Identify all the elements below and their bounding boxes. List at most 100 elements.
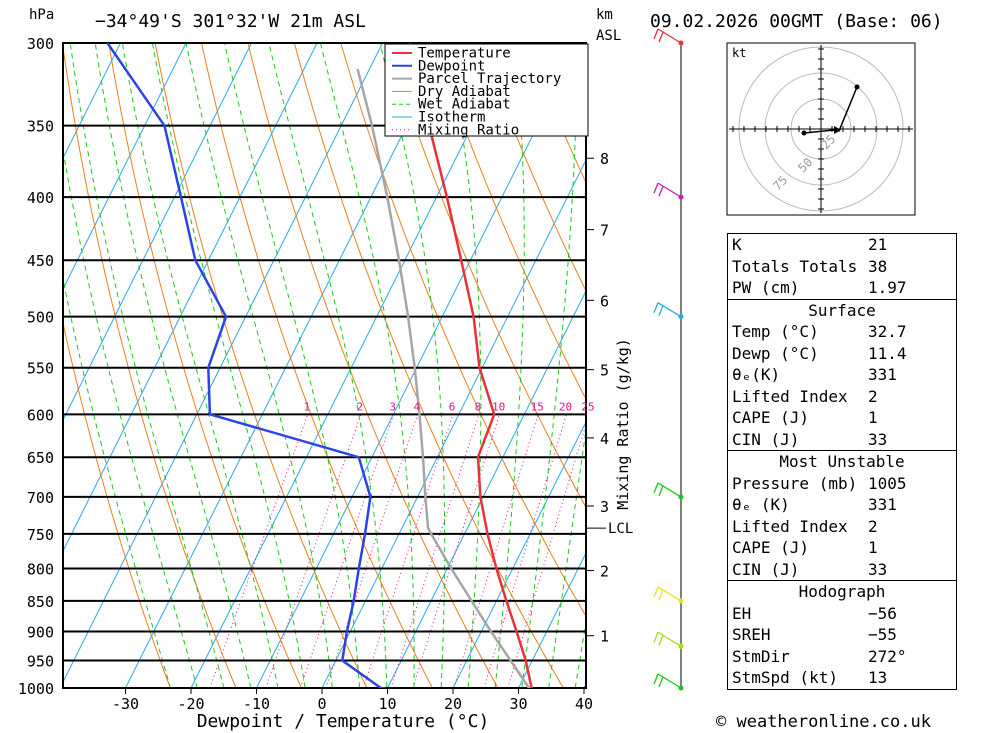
pressure-tick-label: 500 xyxy=(27,309,54,327)
isotherm-line xyxy=(63,43,187,291)
index-row: θₑ (K) 331 xyxy=(728,494,956,516)
pressure-tick-label: 850 xyxy=(27,593,54,611)
x-axis-label: Dewpoint / Temperature (°C) xyxy=(197,711,490,732)
most-unstable-section: Most Unstable Pressure (mb) 1005 θₑ (K) 331… xyxy=(728,450,956,580)
lcl-label: LCL xyxy=(608,521,633,537)
mixing-ratio-line xyxy=(390,414,480,688)
barb-flag xyxy=(658,589,664,601)
barb-shaft xyxy=(657,586,682,602)
dry-adiabat xyxy=(200,43,433,688)
pressure-tick-label: 550 xyxy=(27,360,54,378)
mixing-ratio-label: 6 xyxy=(449,400,456,413)
wet-adiabat xyxy=(548,426,586,688)
barb-shaft xyxy=(657,28,682,44)
wet-adiabat xyxy=(63,277,172,688)
indices-table: K 21 Totals Totals 38 PW (cm) 1.97 Surface Te… xyxy=(727,233,957,690)
wet-adiabat xyxy=(445,43,482,688)
legend-label-dewpoint: Dewpoint xyxy=(418,58,485,74)
dry-adiabat xyxy=(154,43,368,688)
index-row: K 21 xyxy=(728,234,956,256)
pressure-tick-label: 1000 xyxy=(18,680,54,698)
index-label: Lifted Index xyxy=(732,386,848,406)
plot-frame xyxy=(62,42,587,689)
legend-label-parcel: Parcel Trajectory xyxy=(418,71,561,87)
wet-adiabat xyxy=(319,43,415,688)
mixing-ratio-label: 2 xyxy=(357,400,364,413)
wet-adiabat xyxy=(268,43,388,688)
index-label: StmDir xyxy=(732,646,790,666)
index-row: SREH −55 xyxy=(728,624,956,646)
barb-flag xyxy=(653,28,659,40)
wet-adiabat xyxy=(521,43,578,688)
wet-adiabat xyxy=(69,43,225,688)
barb-flag xyxy=(653,631,659,643)
km-tick-label: 8 xyxy=(600,150,609,168)
isotherm-line xyxy=(63,43,122,160)
hodograph-startpoint xyxy=(801,130,807,136)
legend-label-dry: Dry Adiabat xyxy=(418,84,511,100)
storm-motion-arrow xyxy=(834,126,841,134)
index-row: Pressure (mb) 1005 xyxy=(728,473,956,495)
profiles xyxy=(106,43,534,688)
index-label: Totals Totals xyxy=(732,256,858,276)
index-label: K xyxy=(732,235,742,254)
index-value: 11.4 xyxy=(868,343,907,363)
barb-flag xyxy=(653,586,659,598)
dry-adiabat xyxy=(247,43,499,688)
index-row: CIN (J) 33 xyxy=(728,429,956,451)
dry-adiabat xyxy=(293,43,564,688)
index-value: 2 xyxy=(868,516,878,536)
barb-flag xyxy=(658,31,664,43)
isotherm-line xyxy=(63,43,318,553)
pressure-tick-label: 350 xyxy=(27,118,54,136)
dry-adiabat xyxy=(63,320,171,688)
barb-flag xyxy=(653,182,659,194)
pressure-tick-label: 650 xyxy=(27,449,54,467)
pressure-tick-label: 600 xyxy=(27,406,54,424)
surface-title: Surface xyxy=(808,300,876,320)
dry-adiabat xyxy=(967,6,1000,714)
index-value: 21 xyxy=(868,235,888,254)
index-label: CAPE (J) xyxy=(732,408,810,427)
index-value: −56 xyxy=(868,603,897,623)
index-row: Lifted Index 2 xyxy=(728,386,956,408)
barb-flag xyxy=(658,676,664,688)
index-value: 13 xyxy=(868,668,888,687)
index-label: CIN (J) xyxy=(732,559,800,579)
isotherm-line xyxy=(63,43,384,684)
index-value: 2 xyxy=(868,386,878,406)
index-row: Totals Totals 38 xyxy=(728,256,956,278)
index-label: CAPE (J) xyxy=(732,538,810,557)
index-row: Dewp (°C) 11.4 xyxy=(728,343,956,365)
pressure-tick-label: 750 xyxy=(27,526,54,544)
index-label: EH xyxy=(732,603,752,623)
pressure-tick-label: 800 xyxy=(27,560,54,578)
isotherm-line xyxy=(517,551,586,688)
barb-shaft xyxy=(657,631,682,647)
index-label: Temp (°C) xyxy=(732,322,819,341)
asl-label: ASL xyxy=(596,28,621,44)
index-label: PW (cm) xyxy=(732,278,800,297)
index-label: SREH xyxy=(732,625,771,644)
pressure-tick-label: 900 xyxy=(27,624,54,642)
index-label: θₑ(K) xyxy=(732,365,781,384)
index-value: 1 xyxy=(868,538,878,557)
pressure-tick-label: 400 xyxy=(27,189,54,207)
index-row: CAPE (J) 1 xyxy=(728,407,956,429)
pressure-tick-label: 300 xyxy=(27,35,54,53)
index-value: −55 xyxy=(868,625,897,644)
index-row: PW (cm) 1.97 xyxy=(728,277,956,299)
mixing-ratio-label: 20 xyxy=(559,400,572,413)
x-tick-label: 0 xyxy=(317,695,326,713)
hpa-label: hPa xyxy=(29,7,54,23)
km-tick-label: 7 xyxy=(600,222,609,240)
wet-adiabat xyxy=(494,43,525,688)
mixing-ratio-label: 10 xyxy=(492,400,505,413)
km-tick-label: 1 xyxy=(600,628,609,646)
mixing-ratio-line xyxy=(507,422,586,688)
pressure-tick-label: 950 xyxy=(27,653,54,671)
index-label: Dewp (°C) xyxy=(732,343,819,363)
index-value: 1005 xyxy=(868,473,907,493)
